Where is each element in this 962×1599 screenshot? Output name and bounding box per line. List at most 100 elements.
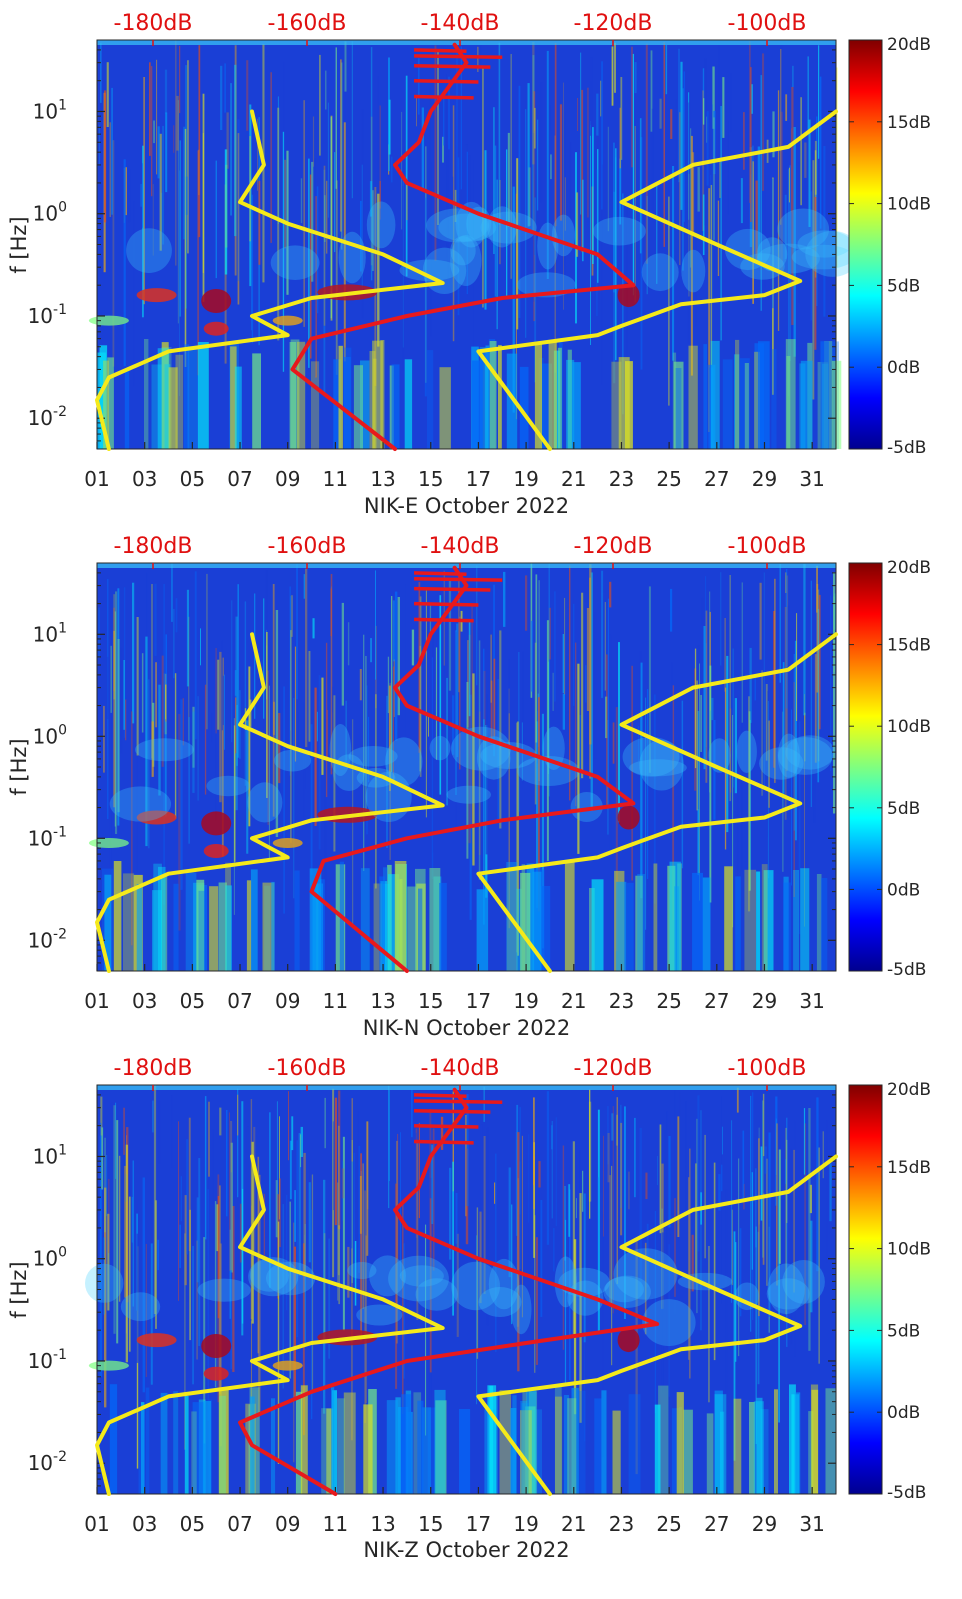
spectrogram-streak — [659, 98, 662, 129]
spectrogram-streak — [221, 640, 223, 731]
spectrogram-block — [309, 868, 322, 971]
spectrogram-block — [825, 1388, 836, 1494]
spectrogram-streak — [644, 1242, 647, 1335]
spectrogram-band — [426, 208, 490, 243]
spectrogram-block — [372, 358, 377, 449]
y-tick-label: 100 — [33, 200, 67, 226]
spectrogram-block — [383, 867, 388, 971]
spectrogram-block — [416, 883, 426, 971]
spectrogram-streak — [516, 1247, 518, 1292]
spectrogram-streak — [810, 1220, 813, 1313]
spectrogram-streak — [601, 61, 603, 210]
spectrogram-streak — [379, 105, 381, 220]
spectrogram-streak — [615, 148, 617, 361]
spectrogram-band — [797, 230, 852, 258]
spectrogram-block — [539, 886, 551, 971]
spectrogram-streak — [515, 193, 517, 420]
spectrogram-block — [187, 346, 199, 449]
spectrogram-streak — [699, 663, 700, 901]
spectrogram-streak — [796, 613, 798, 721]
spectrogram-streak — [532, 42, 535, 165]
spectrogram-top-strip — [97, 40, 836, 45]
colorbar: 20dB 15dB 10dB 5dB 0dB -5dB — [848, 35, 931, 458]
colorbar-tick-label: 5dB — [887, 276, 920, 296]
spectrogram-streak — [360, 200, 362, 272]
yellow-noise-model-lower-line — [95, 632, 445, 973]
spectrogram-streak — [269, 1112, 271, 1288]
spectrogram-streak — [581, 89, 584, 253]
spectrogram-streak — [554, 591, 556, 702]
spectrogram-streak — [552, 672, 554, 711]
spectrogram-streak — [224, 63, 226, 113]
spectrogram-streak — [634, 62, 637, 94]
spectrogram-streak — [616, 1097, 618, 1285]
spectrogram-streak — [239, 1203, 242, 1263]
spectrogram-streak — [590, 57, 593, 136]
spectrogram-streak — [710, 185, 713, 365]
spectrogram-streak — [477, 46, 479, 72]
y-tick-exponent: 1 — [58, 97, 67, 113]
x-tick-label: 17 — [466, 989, 491, 1013]
spectrogram-streak — [679, 1092, 681, 1190]
spectrogram-block — [138, 1408, 146, 1494]
top-db-label: -140dB — [421, 534, 500, 559]
spectrogram-streak — [829, 1163, 832, 1222]
spectrogram-streak — [761, 670, 763, 796]
spectrogram-streak — [282, 1204, 284, 1389]
top-db-label: -140dB — [421, 1056, 500, 1081]
spectrogram-block — [601, 1390, 607, 1494]
spectrogram-streak — [534, 1215, 536, 1373]
spectrogram-block — [271, 1398, 276, 1494]
spectrogram-streak — [236, 704, 238, 766]
spectrogram-streak — [540, 1200, 543, 1317]
spectrogram-streak — [573, 1239, 577, 1415]
spectrogram-hotspot — [617, 805, 640, 830]
spectrogram-streak — [415, 1128, 418, 1238]
x-axis-label: NIK-Z October 2022 — [363, 1538, 569, 1562]
spectrogram-streak — [819, 76, 822, 229]
red-noise-model-jagged — [414, 48, 503, 100]
spectrogram-streak — [136, 1233, 139, 1363]
spectrogram-hotspot — [203, 1366, 229, 1381]
spectrogram-streak — [774, 197, 777, 434]
spectrogram-streak — [535, 574, 538, 743]
spectrogram-streak — [104, 90, 107, 223]
spectrogram-block — [688, 345, 698, 449]
spectrogram-streak — [541, 713, 544, 949]
spectrogram-block — [418, 888, 423, 971]
spectrogram-streak — [663, 42, 665, 247]
spectrogram-streak — [251, 194, 254, 344]
spectrogram-streak — [679, 112, 681, 265]
spectrogram-band — [109, 786, 172, 822]
spectrogram-streak — [538, 1161, 541, 1188]
spectrogram-streak — [772, 111, 775, 158]
x-tick-label: 03 — [132, 1512, 157, 1536]
spectrogram-streak — [483, 648, 485, 737]
spectrogram-streak — [174, 673, 177, 819]
spectrogram-streak — [793, 682, 795, 897]
spectrogram-streak — [447, 145, 449, 287]
spectrogram-streak — [136, 617, 139, 756]
spectrogram-band — [603, 1275, 651, 1309]
spectrogram-streak — [786, 1117, 788, 1347]
spectrogram-block — [485, 345, 490, 449]
spectrogram-streak — [263, 1193, 265, 1256]
y-tick-base: 10 — [28, 304, 53, 328]
spectrogram-streak — [359, 669, 362, 701]
spectrogram-streak — [651, 108, 654, 212]
spectrogram-streak — [735, 1242, 737, 1362]
red-noise-model-jagged — [414, 1093, 503, 1145]
spectrogram-streak — [429, 1109, 432, 1253]
spectrogram-streak — [546, 1091, 550, 1245]
spectrogram-streak — [250, 1127, 252, 1321]
spectrogram-streak — [449, 1167, 452, 1260]
spectrogram-streak — [587, 87, 589, 218]
spectrogram-streak — [751, 84, 753, 114]
spectrogram-block — [434, 1389, 446, 1494]
spectrogram-band — [592, 216, 646, 246]
spectrogram-streak — [308, 1182, 311, 1263]
red-noise-model-spike — [414, 577, 503, 582]
spectrogram-streak — [131, 711, 133, 946]
spectrogram-streak — [677, 1116, 680, 1237]
spectrogram-streak — [582, 1212, 585, 1282]
